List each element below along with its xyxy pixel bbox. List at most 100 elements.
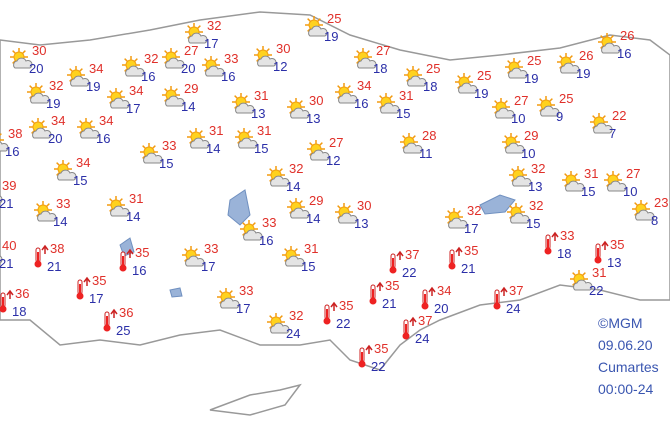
up-arrow	[365, 344, 373, 354]
min-temp: 12	[273, 59, 287, 74]
thermometer-fill	[597, 248, 599, 258]
min-temp: 17	[236, 301, 250, 316]
weather-icon	[493, 286, 508, 310]
sun-ray	[504, 100, 508, 104]
cloud	[308, 25, 328, 37]
sun-ray	[294, 248, 298, 252]
cloud	[165, 57, 185, 69]
min-temp: 14	[286, 179, 300, 194]
max-temp: 33	[204, 241, 218, 256]
weather-icon	[122, 56, 145, 77]
max-temp: 27	[329, 135, 343, 150]
up-arrow	[41, 244, 49, 254]
cloud	[238, 137, 258, 149]
sun-ray	[511, 178, 515, 182]
sun-ray	[569, 55, 573, 59]
min-temp: 16	[617, 46, 631, 61]
min-temp: 13	[528, 179, 542, 194]
weather-icon	[604, 171, 627, 192]
max-temp: 33	[162, 138, 176, 153]
thermometer-bulb	[34, 260, 42, 268]
sun-ray	[616, 173, 620, 177]
weather-icon	[282, 246, 305, 267]
sun-ray	[134, 58, 138, 62]
min-temp: 24	[415, 331, 429, 346]
sun-ray	[109, 208, 113, 212]
max-temp: 32	[529, 198, 543, 213]
max-temp: 30	[276, 41, 290, 56]
max-temp: 37	[418, 313, 432, 328]
weather-icon	[323, 301, 338, 325]
thermometer-fill	[451, 254, 453, 264]
min-temp: 20	[29, 61, 43, 76]
sun-ray	[244, 95, 248, 99]
sun-ray	[79, 120, 83, 124]
sun-ray	[279, 168, 283, 172]
max-temp: 35	[135, 245, 149, 260]
weather-icon	[287, 98, 310, 119]
sun-ray	[0, 133, 2, 137]
sun-ray	[467, 75, 471, 79]
max-temp: 33	[560, 228, 574, 243]
up-arrow	[396, 250, 404, 260]
max-temp: 35	[339, 298, 353, 313]
sun-ray	[307, 18, 311, 22]
min-temp: 25	[116, 323, 130, 338]
min-temp: 10	[623, 184, 637, 199]
weather-icon	[162, 48, 185, 69]
weather-icon	[537, 96, 560, 117]
max-temp: 29	[309, 193, 323, 208]
cloud	[573, 279, 593, 291]
min-temp: 24	[286, 326, 300, 341]
cloud	[205, 65, 225, 77]
min-temp: 15	[159, 156, 173, 171]
sun-ray	[109, 198, 113, 202]
min-temp: 13	[354, 216, 368, 231]
cloud	[243, 229, 263, 241]
cyprus	[209, 383, 302, 416]
sun-ray	[347, 205, 351, 209]
sun-ray	[602, 115, 606, 119]
weather-icon	[10, 48, 33, 69]
sun-ray	[406, 78, 410, 82]
thermometer-bulb	[358, 360, 366, 368]
thermometer-bulb	[119, 264, 127, 272]
sun-ray	[309, 152, 313, 156]
max-temp: 36	[15, 286, 29, 301]
sun-ray	[266, 48, 270, 52]
weather-icon	[107, 88, 130, 109]
sun-ray	[289, 110, 293, 114]
max-temp: 25	[426, 61, 440, 76]
weather-icon	[502, 133, 525, 154]
sun-ray	[634, 212, 638, 216]
sun-ray	[317, 18, 321, 22]
max-temp: 31	[399, 88, 413, 103]
cloud	[190, 137, 210, 149]
sun-ray	[56, 172, 60, 176]
weather-icon	[162, 86, 185, 107]
weather-icon	[389, 250, 404, 274]
sun-ray	[289, 210, 293, 214]
weather-icon	[217, 288, 240, 309]
max-temp: 32	[49, 78, 63, 93]
cloud	[0, 195, 3, 204]
sun-ray	[29, 95, 33, 99]
up-arrow	[6, 289, 14, 299]
sun-ray	[307, 28, 311, 32]
sun-ray	[574, 173, 578, 177]
cloud	[338, 92, 358, 104]
weather-icon	[119, 248, 134, 272]
weather-icon	[29, 118, 52, 139]
min-temp: 20	[181, 61, 195, 76]
min-temp: 11	[419, 146, 433, 161]
sun-ray	[610, 35, 614, 39]
up-arrow	[428, 286, 436, 296]
min-temp: 15	[581, 184, 595, 199]
sun-ray	[69, 78, 73, 82]
min-temp: 17	[204, 36, 218, 51]
weather-icon	[307, 140, 330, 161]
sun-ray	[504, 145, 508, 149]
sun-ray	[189, 130, 193, 134]
date: 09.06.20	[598, 337, 653, 353]
sun-ray	[229, 290, 233, 294]
